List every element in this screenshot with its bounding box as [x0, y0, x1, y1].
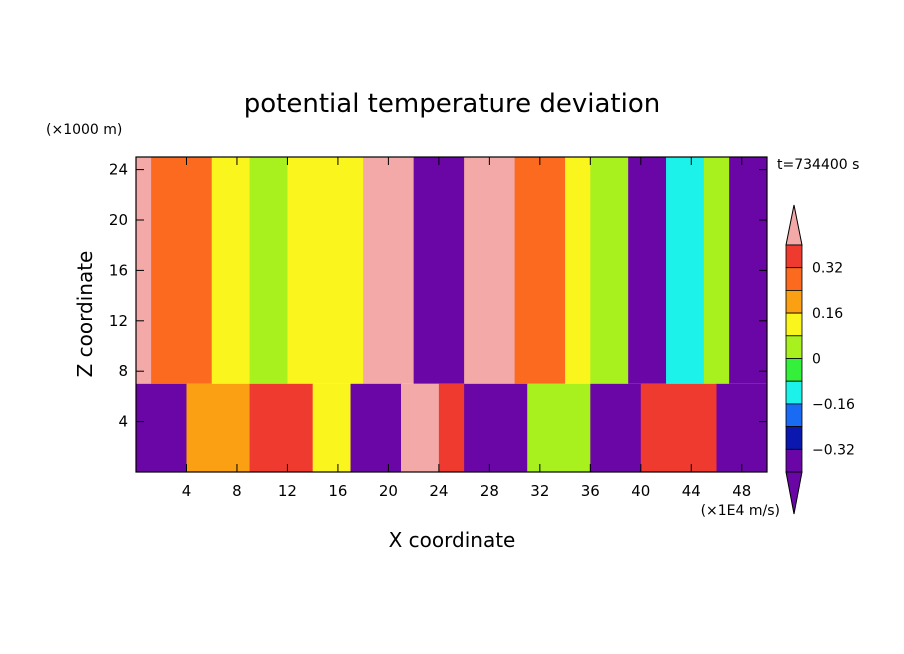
colorbar-extend-bottom: [785, 471, 803, 515]
colorbar-bin: [785, 267, 803, 291]
x-tick-label: 40: [631, 482, 650, 500]
field-cell-upper: [666, 157, 705, 384]
colorbar-bin: [785, 358, 803, 382]
colorbar-extend-top: [785, 204, 803, 246]
field-cell-lower: [464, 383, 528, 472]
field-cell-upper: [363, 157, 415, 384]
x-tick-label: 8: [232, 482, 242, 500]
x-tick-label: 32: [530, 482, 549, 500]
field-cell-lower: [401, 383, 440, 472]
x-axis: 4 8 12 16 20 24 28 32 36 40 44 48: [182, 157, 751, 500]
field-cell-lower: [186, 383, 251, 472]
colorbar: 0.32 0.16 0 −0.16 −0.32: [785, 204, 855, 515]
chart-title: potential temperature deviation: [244, 89, 660, 119]
colorbar-label: 0.32: [812, 261, 843, 277]
x-axis-unit: (×1E4 m/s): [701, 503, 780, 519]
field-cell-lower: [438, 383, 465, 472]
field-cell-upper: [249, 157, 288, 384]
field-cell-upper: [413, 157, 465, 384]
colorbar-bin: [785, 244, 803, 269]
field-cell-upper: [565, 157, 591, 384]
field-cell-upper: [211, 157, 251, 384]
x-tick-label: 44: [682, 482, 701, 500]
x-tick-label: 24: [429, 482, 448, 500]
colorbar-bin: [785, 335, 803, 359]
field-cell-lower: [312, 383, 352, 472]
x-tick-label: 36: [581, 482, 600, 500]
field-cell-lower: [640, 383, 718, 472]
colorbar-bin: [785, 448, 803, 473]
plot-frame: [135, 156, 768, 473]
field-cell-upper: [337, 157, 364, 384]
y-axis-label: Z coordinate: [73, 251, 97, 378]
heatmap-field: [136, 157, 767, 472]
colorbar-label: −0.16: [812, 397, 855, 413]
y-tick-label: 16: [109, 261, 128, 279]
colorbar-label: −0.32: [812, 442, 855, 458]
field-cell-lower: [716, 383, 767, 472]
y-tick-label: 8: [118, 362, 128, 380]
field-cell-lower: [350, 383, 402, 472]
colorbar-bin: [785, 289, 803, 314]
x-tick-label: 16: [328, 482, 347, 500]
field-cell-lower: [527, 383, 591, 472]
y-tick-label: 20: [109, 211, 128, 229]
field-cell-upper: [287, 157, 339, 384]
x-tick-label: 12: [278, 482, 297, 500]
field-cell-upper: [590, 157, 629, 384]
field-cell-upper: [151, 157, 213, 384]
y-tick-label: 24: [109, 161, 128, 179]
y-tick-label: 12: [109, 312, 128, 330]
y-axis-unit: (×1000 m): [46, 122, 122, 138]
x-axis-label: X coordinate: [389, 528, 516, 552]
x-tick-label: 20: [379, 482, 398, 500]
field-cell-lower: [249, 383, 314, 472]
field-cell-upper: [628, 157, 667, 384]
colorbar-label: 0: [812, 352, 821, 368]
x-tick-label: 4: [182, 482, 192, 500]
field-cell-upper: [514, 157, 566, 384]
colorbar-label: 0.16: [812, 306, 843, 322]
x-tick-label: 48: [732, 482, 751, 500]
field-cell-upper: [703, 157, 730, 384]
y-axis: 4 8 12 16 20 24: [109, 161, 767, 431]
y-tick-label: 4: [118, 413, 128, 431]
colorbar-bin: [785, 426, 803, 450]
field-cell-lower: [590, 383, 642, 472]
field-cell-upper: [464, 157, 516, 384]
field-cell-lower: [136, 383, 187, 472]
colorbar-bin: [785, 312, 803, 337]
colorbar-bin: [785, 403, 803, 427]
colorbar-bin: [785, 380, 803, 405]
time-label: t=734400 s: [777, 157, 859, 173]
x-tick-label: 28: [480, 482, 499, 500]
